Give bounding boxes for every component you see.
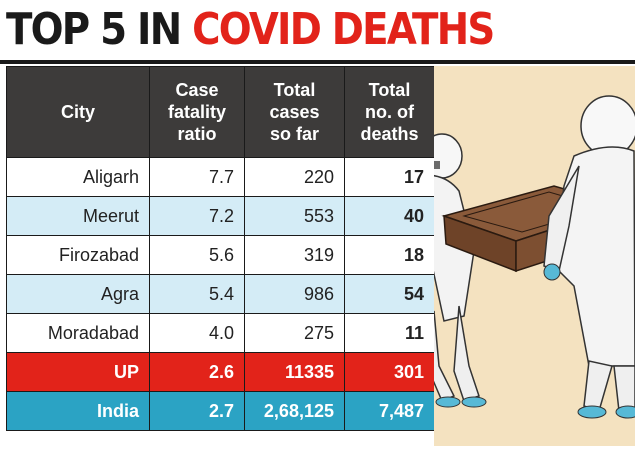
table-row-meerut: Meerut 7.2 553 40: [6, 196, 435, 236]
city-cell: Firozabad: [6, 235, 150, 275]
city-cell: Moradabad: [6, 313, 150, 353]
title-part-2: COVID DEATHS: [192, 4, 495, 55]
page-title: TOP 5 IN COVID DEATHS: [6, 4, 495, 56]
city-cell: UP: [6, 352, 150, 392]
right-ppe-worker-figure: [543, 95, 635, 419]
deaths-cell: 301: [344, 352, 435, 392]
cases-cell: 986: [244, 274, 345, 314]
cfr-cell: 5.4: [149, 274, 245, 314]
table-header-row: City Case fatality ratio Total cases so …: [6, 66, 435, 158]
cfr-cell: 5.6: [149, 235, 245, 275]
deaths-cell: 40: [344, 196, 435, 236]
cases-cell: 220: [244, 157, 345, 197]
deaths-cell: 17: [344, 157, 435, 197]
city-cell: India: [6, 391, 150, 431]
ppe-workers-carrying-coffin-illustration: [413, 66, 635, 446]
city-cell: Agra: [6, 274, 150, 314]
covid-deaths-table: City Case fatality ratio Total cases so …: [6, 66, 435, 431]
cases-cell: 553: [244, 196, 345, 236]
header-total-deaths: Total no. of deaths: [344, 66, 435, 158]
city-cell: Aligarh: [6, 157, 150, 197]
title-divider: [0, 60, 635, 64]
deaths-cell: 54: [344, 274, 435, 314]
table-row-aligarh: Aligarh 7.7 220 17: [6, 157, 435, 197]
header-city: City: [6, 66, 150, 158]
cfr-cell: 2.7: [149, 391, 245, 431]
deaths-cell: 18: [344, 235, 435, 275]
cfr-cell: 2.6: [149, 352, 245, 392]
cases-cell: 11335: [244, 352, 345, 392]
deaths-cell: 7,487: [344, 391, 435, 431]
city-cell: Meerut: [6, 196, 150, 236]
header-total-cases: Total cases so far: [244, 66, 345, 158]
table-row-up: UP 2.6 11335 301: [6, 352, 435, 392]
cfr-cell: 7.7: [149, 157, 245, 197]
deaths-cell: 11: [344, 313, 435, 353]
table-row-firozabad: Firozabad 5.6 319 18: [6, 235, 435, 275]
table-row-agra: Agra 5.4 986 54: [6, 274, 435, 314]
cfr-cell: 4.0: [149, 313, 245, 353]
table-row-india: India 2.7 2,68,125 7,487: [6, 391, 435, 431]
cfr-cell: 7.2: [149, 196, 245, 236]
table-row-moradabad: Moradabad 4.0 275 11: [6, 313, 435, 353]
illustration-svg: [413, 66, 635, 446]
header-case-fatality-ratio: Case fatality ratio: [149, 66, 245, 158]
cases-cell: 319: [244, 235, 345, 275]
title-part-1: TOP 5 IN: [6, 4, 193, 55]
cases-cell: 275: [244, 313, 345, 353]
cases-cell: 2,68,125: [244, 391, 345, 431]
